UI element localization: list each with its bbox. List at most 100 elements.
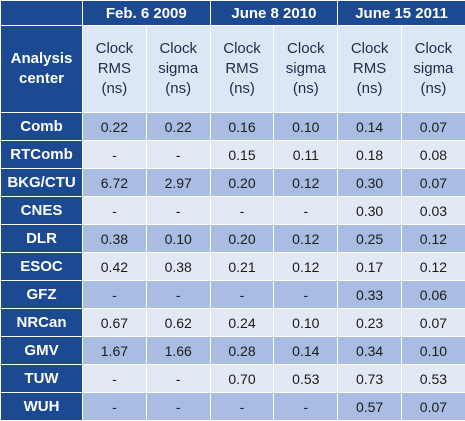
table-cell: 0.12 — [402, 253, 465, 281]
table-cell: 0.38 — [146, 253, 210, 281]
column-header-line: sigma — [147, 59, 210, 79]
column-header-line: (ns) — [402, 79, 465, 99]
column-header-line: Clock — [274, 39, 337, 59]
table-cell: 0.06 — [402, 281, 465, 309]
column-header-line: Clock — [83, 39, 146, 59]
analysis-center-name: WUH — [1, 393, 83, 421]
row-label-header: Analysis center — [1, 26, 83, 113]
column-header-line: Clock — [402, 39, 465, 59]
table-cell: 0.07 — [402, 393, 465, 421]
table-cell: 0.33 — [338, 281, 402, 309]
table-cell: 0.14 — [338, 113, 402, 141]
table-cell: 1.67 — [83, 337, 147, 365]
column-header: Clock sigma (ns) — [146, 26, 210, 113]
table-cell: 0.30 — [338, 197, 402, 225]
table-cell: 0.20 — [210, 169, 274, 197]
analysis-center-name: Comb — [1, 113, 83, 141]
table-cell: 0.22 — [83, 113, 147, 141]
column-header-line: Clock — [338, 39, 401, 59]
column-header-row: Analysis center Clock RMS (ns) Clock sig… — [1, 26, 465, 113]
table-cell: - — [146, 141, 210, 169]
table-cell: - — [210, 281, 274, 309]
table-cell: - — [146, 393, 210, 421]
column-header-line: (ns) — [211, 79, 274, 99]
column-header: Clock sigma (ns) — [402, 26, 465, 113]
table-cell: - — [83, 393, 147, 421]
table-cell: 0.10 — [402, 337, 465, 365]
row-label-line: Analysis — [1, 49, 82, 69]
table-cell: 0.07 — [402, 113, 465, 141]
table-cell: - — [274, 393, 338, 421]
table-cell: 0.28 — [210, 337, 274, 365]
table-cell: - — [274, 281, 338, 309]
table-cell: 0.10 — [274, 113, 338, 141]
date-header: June 15 2011 — [338, 1, 465, 26]
table-cell: 1.66 — [146, 337, 210, 365]
column-header: Clock RMS (ns) — [83, 26, 147, 113]
table-cell: - — [83, 281, 147, 309]
column-header-line: Clock — [147, 39, 210, 59]
table-cell: 0.07 — [402, 309, 465, 337]
table-cell: 0.34 — [338, 337, 402, 365]
column-header-line: RMS — [338, 59, 401, 79]
analysis-center-name: ESOC — [1, 253, 83, 281]
date-header: Feb. 6 2009 — [83, 1, 211, 26]
column-header-line: (ns) — [338, 79, 401, 99]
table-cell: 0.62 — [146, 309, 210, 337]
table-cell: 0.12 — [274, 169, 338, 197]
column-header-line: (ns) — [274, 79, 337, 99]
table-cell: - — [210, 393, 274, 421]
column-header: Clock sigma (ns) — [274, 26, 338, 113]
analysis-center-name: BKG/CTU — [1, 169, 83, 197]
table-cell: 0.70 — [210, 365, 274, 393]
table-cell: 0.67 — [83, 309, 147, 337]
table-cell: 0.15 — [210, 141, 274, 169]
table-cell: 0.53 — [274, 365, 338, 393]
table-cell: 2.97 — [146, 169, 210, 197]
table-cell: 0.10 — [146, 225, 210, 253]
table-cell: 0.38 — [83, 225, 147, 253]
analysis-center-name: TUW — [1, 365, 83, 393]
column-header: Clock RMS (ns) — [210, 26, 274, 113]
table-cell: 0.42 — [83, 253, 147, 281]
analysis-center-name: GFZ — [1, 281, 83, 309]
table-cell: 0.14 — [274, 337, 338, 365]
table-cell: 0.16 — [210, 113, 274, 141]
column-header-line: RMS — [83, 59, 146, 79]
table-cell: - — [210, 197, 274, 225]
analysis-center-name: RTComb — [1, 141, 83, 169]
table-cell: - — [83, 365, 147, 393]
column-header-line: (ns) — [83, 79, 146, 99]
column-header-line: RMS — [211, 59, 274, 79]
table-cell: 0.20 — [210, 225, 274, 253]
table-cell: 0.17 — [338, 253, 402, 281]
table-cell: - — [146, 365, 210, 393]
table-cell: 0.73 — [338, 365, 402, 393]
analysis-center-name: NRCan — [1, 309, 83, 337]
table-cell: 0.18 — [338, 141, 402, 169]
column-header-line: sigma — [402, 59, 465, 79]
table-cell: - — [274, 197, 338, 225]
table-cell: 0.07 — [402, 169, 465, 197]
table-cell: 0.11 — [274, 141, 338, 169]
header-corner-blank — [1, 1, 83, 26]
table-cell: 6.72 — [83, 169, 147, 197]
date-header: June 8 2010 — [210, 1, 338, 26]
column-header: Clock RMS (ns) — [338, 26, 402, 113]
analysis-center-name: DLR — [1, 225, 83, 253]
table-cell: 0.21 — [210, 253, 274, 281]
table-cell: 0.30 — [338, 169, 402, 197]
row-label-line: center — [1, 69, 82, 89]
table-cell: - — [83, 141, 147, 169]
